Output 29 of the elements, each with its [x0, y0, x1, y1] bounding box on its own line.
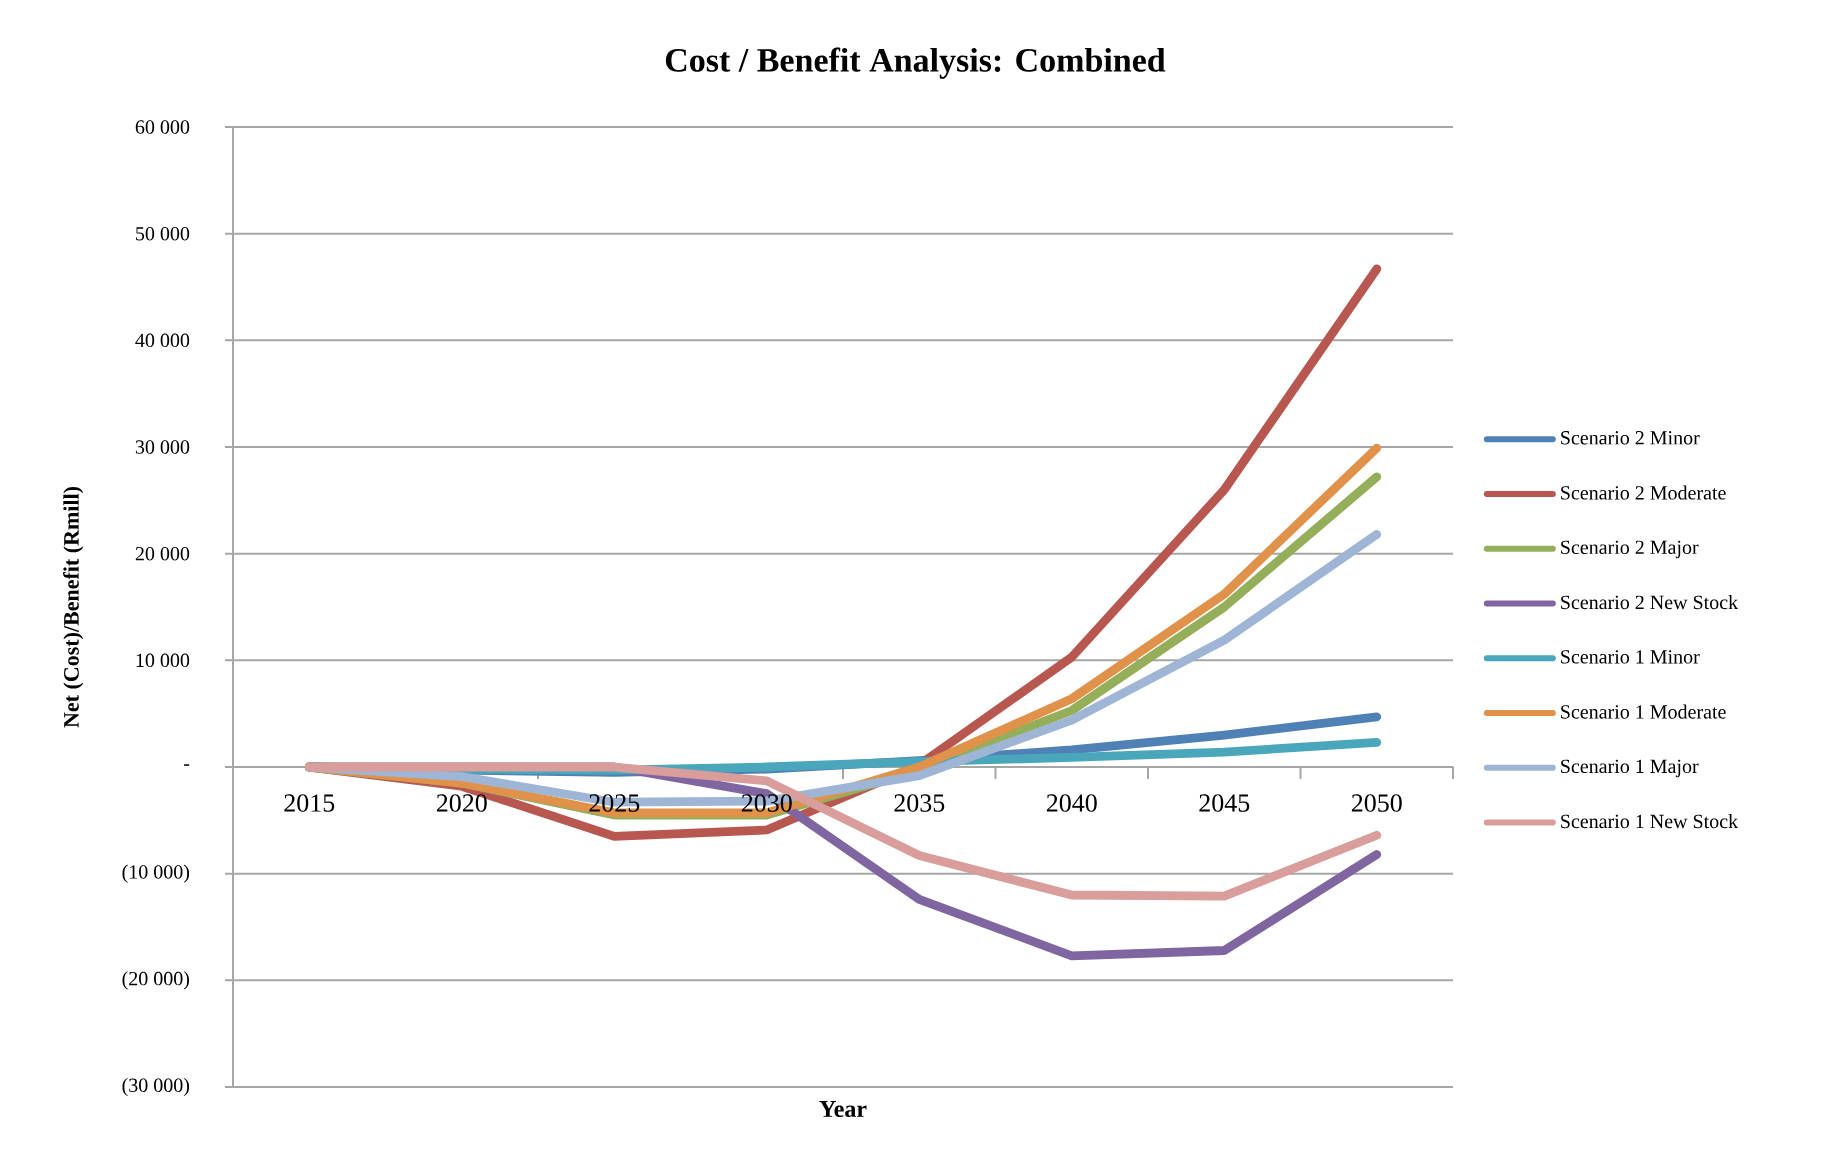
legend-label: Scenario 1 New Stock	[1561, 814, 1739, 829]
y-tick-label: (30 000)	[122, 1077, 190, 1097]
legend-label: Scenario 1 Major	[1561, 759, 1699, 778]
y-tick-label: 10 000	[136, 653, 190, 668]
x-tick-label: 2025	[589, 794, 640, 812]
y-axis-title: Net (Cost)/Benefit (Rmill)	[63, 487, 84, 728]
y-tick-label: 20 000	[135, 546, 190, 561]
y-tick-label: 30 000	[135, 440, 190, 454]
y-tick-label: 60 000	[135, 120, 190, 134]
legend-label: Scenario 2 Moderate	[1561, 485, 1726, 500]
y-tick-label: 40 000	[135, 333, 190, 348]
y-tick-label: (10 000)	[122, 864, 190, 883]
legend-label: Scenario 1 Moderate	[1561, 704, 1726, 719]
x-axis-title: Year	[819, 1101, 867, 1118]
x-tick-label: 2030	[741, 794, 792, 812]
y-tick-label: -	[184, 764, 190, 766]
x-tick-label: 2045	[1199, 794, 1250, 812]
y-tick-label: (20 000)	[122, 971, 190, 990]
legend-label: Scenario 2 Minor	[1561, 431, 1700, 445]
legend-label: Scenario 2 Major	[1561, 540, 1699, 559]
x-tick-label: 2015	[284, 794, 335, 812]
legend-label: Scenario 1 Minor	[1561, 650, 1700, 664]
x-tick-label: 2050	[1351, 794, 1402, 812]
x-tick-label: 2035	[894, 794, 945, 812]
x-tick-label: 2020	[436, 794, 487, 812]
y-tick-label: 50 000	[136, 226, 190, 241]
legend-label: Scenario 2 New Stock	[1561, 595, 1739, 610]
x-tick-label: 2040	[1046, 794, 1097, 812]
chart-title: Cost / Benefit Analysis: Combined	[665, 47, 1166, 79]
